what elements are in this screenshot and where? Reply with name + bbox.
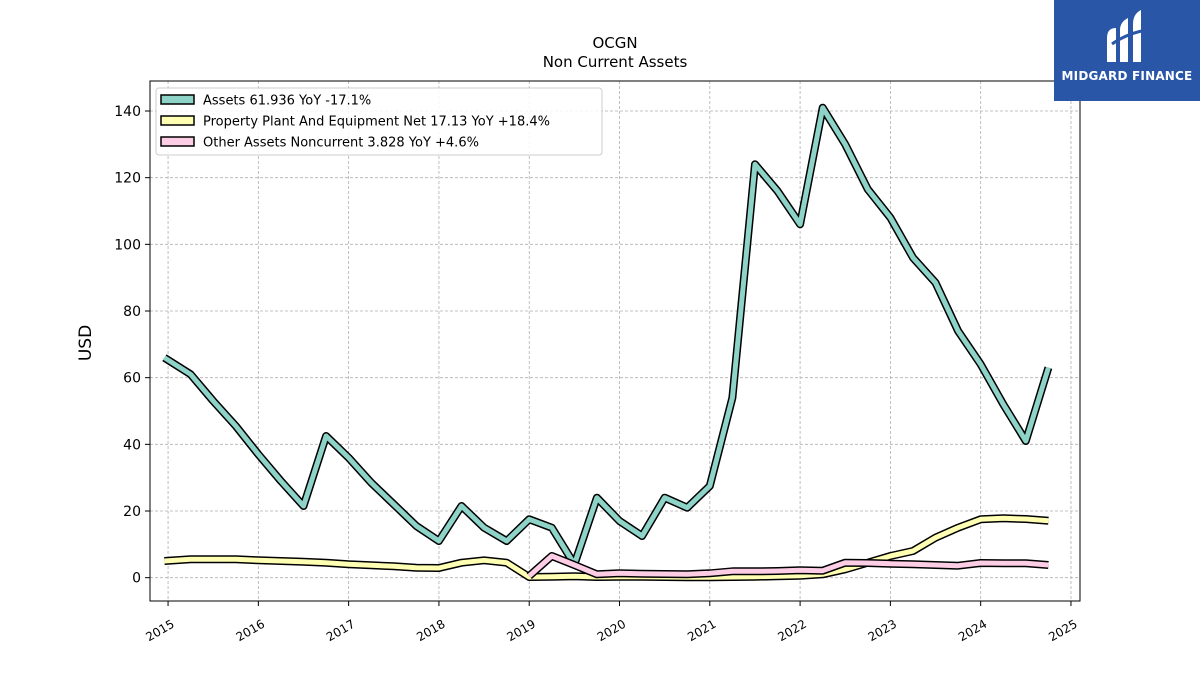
x-tick-label: 2016	[234, 617, 267, 644]
series-line-1	[164, 515, 1049, 580]
axis-ticks: 2015 2016 2017 2018 2019 2020 2021 2022 2023 2024…	[114, 104, 1079, 644]
grid	[150, 81, 1080, 601]
y-tick-label: 120	[114, 171, 141, 187]
brand-mark-icon	[1107, 10, 1147, 62]
y-tick-label: 80	[123, 304, 141, 320]
x-tick-label: 2018	[414, 617, 447, 644]
y-tick-label: 100	[114, 237, 141, 253]
x-tick-label: 2020	[595, 617, 628, 644]
plot-lines	[162, 103, 1053, 582]
x-tick-label: 2023	[866, 617, 899, 644]
y-tick-label: 60	[123, 371, 141, 387]
legend-swatch-1	[160, 115, 195, 126]
plot-frame	[149, 80, 1081, 602]
chart-subtitle: Non Current Assets	[543, 53, 688, 71]
x-tick-label: 2015	[143, 617, 176, 644]
legend-box	[155, 87, 603, 156]
x-tick-label: 2019	[504, 617, 537, 644]
legend-label-1: Property Plant And Equipment Net 17.13 Y…	[203, 115, 550, 130]
x-tick-label: 2022	[775, 617, 808, 644]
series-line-2	[527, 553, 1049, 578]
y-tick-label: 20	[123, 504, 141, 520]
x-tick-label: 2024	[956, 617, 989, 644]
series-line-0	[163, 105, 1051, 567]
y-tick-label: 140	[114, 104, 141, 120]
y-tick-label: 40	[123, 437, 141, 453]
brand-logo: MIDGARD FINANCE	[1054, 0, 1200, 101]
legend-label-2: Other Assets Noncurrent 3.828 YoY +4.6%	[203, 136, 479, 151]
legend-swatch-2	[160, 136, 195, 147]
x-tick-label: 2025	[1046, 617, 1079, 644]
chart-title: OCGN	[592, 34, 637, 52]
x-tick-label: 2017	[324, 617, 357, 644]
legend-label-0: Assets 61.936 YoY -17.1%	[203, 94, 371, 109]
legend-swatch-0	[160, 94, 195, 105]
legend: Assets 61.936 YoY -17.1% Property Plant A…	[155, 87, 603, 156]
x-tick-label: 2021	[685, 617, 718, 644]
y-axis-label: USD	[76, 325, 96, 361]
y-tick-label: 0	[132, 571, 141, 587]
brand-name: MIDGARD FINANCE	[1061, 69, 1193, 83]
